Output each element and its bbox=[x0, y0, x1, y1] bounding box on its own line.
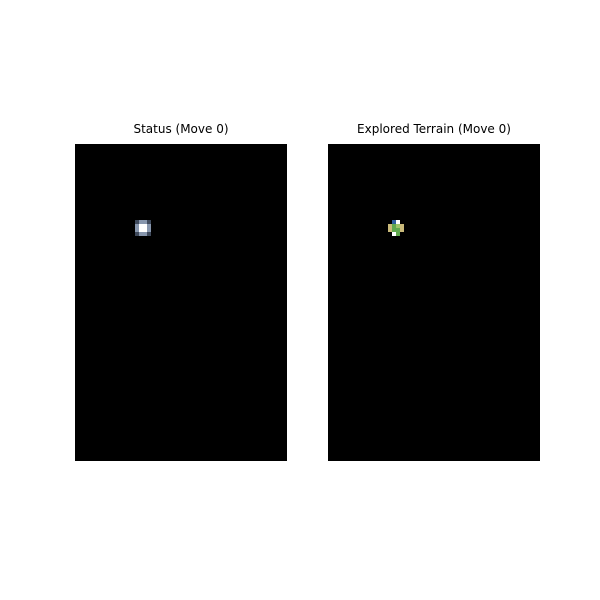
terrain-cell bbox=[396, 220, 400, 224]
status-cell bbox=[139, 232, 147, 236]
terrain-cell bbox=[396, 228, 400, 232]
status-cell bbox=[147, 220, 151, 224]
terrain-title: Explored Terrain (Move 0) bbox=[357, 122, 511, 136]
status-title: Status (Move 0) bbox=[133, 122, 229, 136]
status-map bbox=[75, 144, 287, 461]
terrain-map bbox=[328, 144, 540, 461]
status-cell bbox=[135, 224, 139, 232]
terrain-cell bbox=[388, 224, 392, 232]
terrain-cell bbox=[396, 232, 400, 236]
terrain-cell bbox=[400, 224, 404, 232]
terrain-cell bbox=[396, 224, 400, 228]
terrain-cell bbox=[392, 224, 396, 232]
terrain-cell bbox=[392, 220, 396, 224]
status-cell bbox=[147, 232, 151, 236]
terrain-cell bbox=[392, 232, 396, 236]
status-cell bbox=[139, 220, 147, 224]
status-cell bbox=[147, 224, 151, 232]
status-cell bbox=[139, 224, 147, 232]
status-cell bbox=[135, 232, 139, 236]
status-cell bbox=[135, 220, 139, 224]
